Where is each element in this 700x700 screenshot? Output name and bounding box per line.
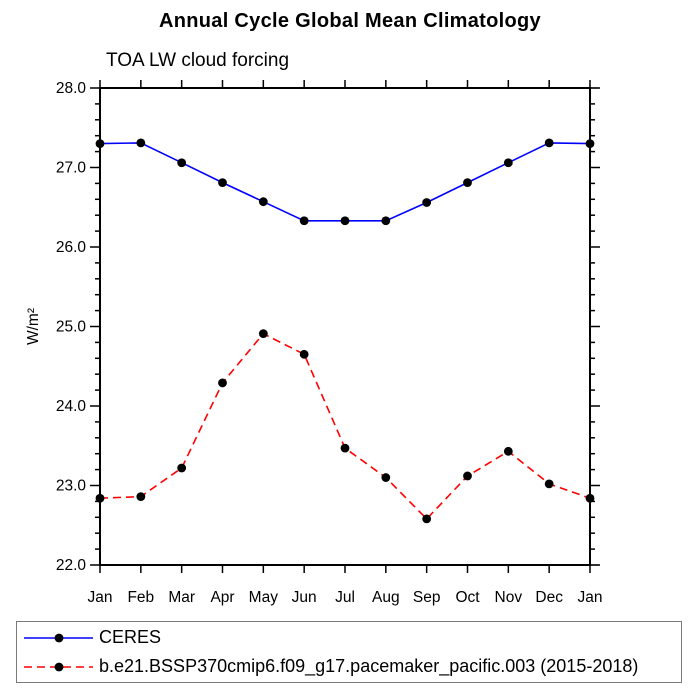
x-tick-label: Apr (210, 589, 234, 606)
x-axis-ticks: Jan Feb Mar Apr May Jun Jul Aug Sep Oct Nov Dec Jan (88, 80, 603, 606)
x-tick-label: Nov (495, 589, 523, 606)
x-tick-label: Dec (535, 589, 563, 606)
legend-label-ceres: CERES (99, 627, 162, 647)
legend-sample-solid-line (24, 633, 93, 642)
chart-title: Annual Cycle Global Mean Climatology (159, 10, 541, 32)
legend-item-ceres: CERES (22, 623, 681, 652)
x-tick-label: Jul (335, 589, 355, 606)
series-line-0 (99, 142, 591, 222)
legend-label-model: b.e21.BSSP370cmip6.f09_g17.pacemaker_pac… (99, 656, 639, 676)
x-tick-label: Feb (127, 589, 154, 606)
series-line-1 (99, 332, 591, 521)
legend: CERES b.e21.BSSP370cmip6.f09_g17.pacemak… (16, 621, 682, 683)
series-markers-1 (95, 329, 595, 524)
y-tick-label: 25.0 (56, 319, 87, 336)
chart-subtitle: TOA LW cloud forcing (106, 50, 290, 71)
x-tick-label: Oct (455, 589, 480, 606)
y-tick-label: 22.0 (56, 557, 87, 574)
y-axis-label: W/m² (25, 308, 42, 345)
x-tick-label: Mar (168, 589, 195, 606)
legend-item-model: b.e21.BSSP370cmip6.f09_g17.pacemaker_pac… (22, 652, 681, 681)
y-tick-label: 23.0 (56, 478, 87, 495)
legend-sample-dashed-line (24, 662, 93, 671)
y-axis-ticks: 22.0 23.0 24.0 25.0 26.0 27.0 28.0 (56, 80, 600, 574)
y-tick-label: 27.0 (56, 160, 87, 177)
legend-marker-icon (54, 633, 64, 642)
x-tick-label: May (249, 589, 279, 606)
x-tick-label: Jun (292, 589, 317, 606)
x-tick-label: Sep (413, 589, 441, 606)
y-tick-label: 26.0 (56, 239, 87, 256)
y-tick-label: 28.0 (56, 80, 87, 97)
x-tick-label: Jan (578, 589, 603, 606)
chart-plot: 22.0 23.0 24.0 25.0 26.0 27.0 28.0 Jan Feb Mar Apr… (25, 80, 603, 606)
x-tick-label: Aug (372, 589, 400, 606)
y-tick-label: 24.0 (56, 398, 87, 415)
legend-marker-icon (54, 662, 64, 671)
x-tick-label: Jan (88, 589, 113, 606)
series-markers-0 (95, 138, 595, 226)
